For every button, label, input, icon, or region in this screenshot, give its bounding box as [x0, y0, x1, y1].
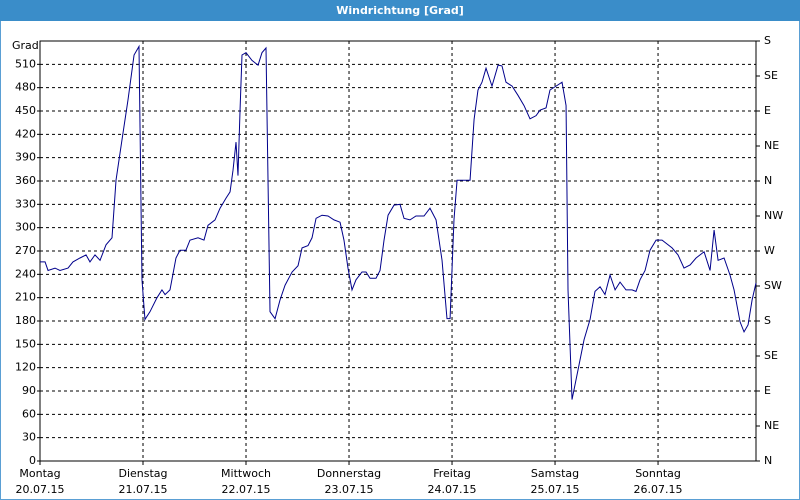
y2-tick-label: SE — [764, 69, 778, 82]
y2-tick-label: SE — [764, 349, 778, 362]
x-tick-label: Samstag — [531, 467, 579, 480]
y-tick-label: 60 — [22, 407, 36, 420]
x-tick-label: Sonntag — [635, 467, 681, 480]
x-tick-label: 25.07.15 — [531, 483, 580, 496]
x-tick-label: 22.07.15 — [222, 483, 271, 496]
y2-tick-label: S — [764, 34, 771, 47]
y-tick-label: 390 — [15, 151, 36, 164]
y-tick-label: 270 — [15, 244, 36, 257]
y-tick-label: 180 — [15, 314, 36, 327]
x-tick-label: 23.07.15 — [325, 483, 374, 496]
chart-title: Windrichtung [Grad] — [336, 4, 464, 17]
x-tick-label: Mittwoch — [221, 467, 271, 480]
y-tick-label: 90 — [22, 384, 36, 397]
x-tick-label: 24.07.15 — [428, 483, 477, 496]
y-tick-label: 330 — [15, 197, 36, 210]
y-tick-label: 450 — [15, 104, 36, 117]
y2-tick-label: NE — [764, 419, 779, 432]
y2-tick-label: E — [764, 104, 771, 117]
y2-tick-label: E — [764, 384, 771, 397]
y-tick-label: 420 — [15, 127, 36, 140]
x-tick-label: 21.07.15 — [119, 483, 168, 496]
y-axis-label: Grad — [12, 39, 39, 52]
y-tick-label: 480 — [15, 81, 36, 94]
x-tick-label: 26.07.15 — [634, 483, 683, 496]
y-tick-label: 120 — [15, 361, 36, 374]
x-tick-label: 20.07.15 — [16, 483, 65, 496]
y2-tick-label: N — [764, 174, 772, 187]
y-tick-label: 240 — [15, 267, 36, 280]
y-tick-label: 0 — [29, 454, 36, 467]
y-tick-label: 510 — [15, 57, 36, 70]
y-tick-label: 360 — [15, 174, 36, 187]
y2-tick-label: W — [764, 244, 775, 257]
plot-frame — [39, 40, 757, 462]
y-tick-label: 150 — [15, 337, 36, 350]
x-tick-label: Montag — [19, 467, 60, 480]
y2-tick-label: NE — [764, 139, 779, 152]
title-bar — [0, 0, 800, 21]
y-tick-label: 210 — [15, 291, 36, 304]
line-series — [40, 44, 757, 400]
x-tick-label: Donnerstag — [317, 467, 381, 480]
x-tick-label: Dienstag — [118, 467, 167, 480]
y2-tick-label: N — [764, 454, 772, 467]
x-tick-label: Freitag — [433, 467, 471, 480]
y-tick-label: 300 — [15, 221, 36, 234]
y2-tick-label: NW — [764, 209, 783, 222]
y2-tick-label: SW — [764, 279, 782, 292]
y2-tick-label: S — [764, 314, 771, 327]
y-tick-label: 30 — [22, 431, 36, 444]
